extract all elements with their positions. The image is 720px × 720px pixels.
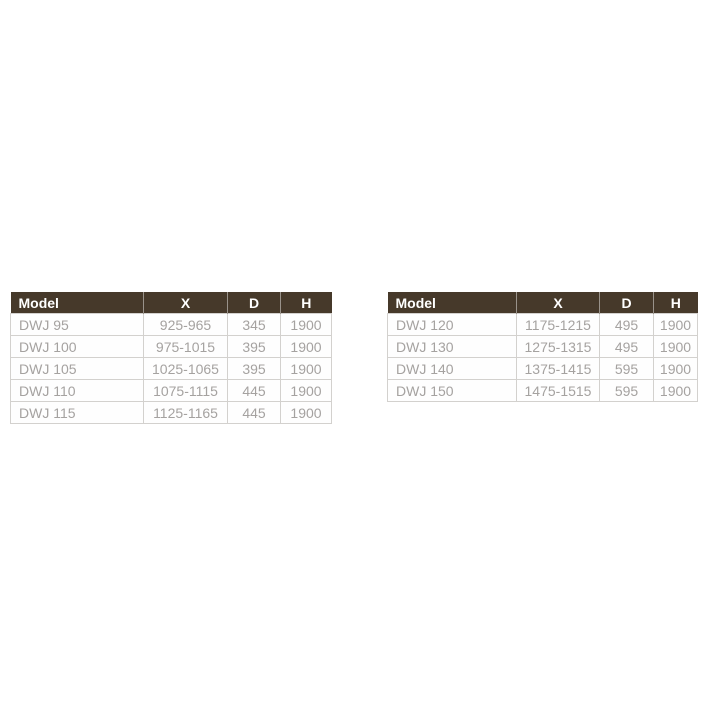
table-row: DWJ 110 1075-1115 445 1900	[10, 379, 332, 402]
cell-model: DWJ 100	[10, 335, 144, 358]
cell-model: DWJ 120	[387, 313, 517, 336]
cell-model: DWJ 105	[10, 357, 144, 380]
cell-model: DWJ 130	[387, 335, 517, 358]
table-row: DWJ 105 1025-1065 395 1900	[10, 357, 332, 380]
cell-x: 975-1015	[143, 335, 228, 358]
table-row: DWJ 130 1275-1315 495 1900	[387, 335, 698, 358]
table-header-row: Model X D H	[10, 292, 332, 314]
table-header-row: Model X D H	[387, 292, 698, 314]
header-model: Model	[10, 292, 144, 314]
cell-h: 1900	[653, 335, 698, 358]
header-h: H	[653, 292, 698, 314]
cell-h: 1900	[653, 313, 698, 336]
header-model: Model	[387, 292, 517, 314]
cell-h: 1900	[280, 335, 332, 358]
cell-model: DWJ 95	[10, 313, 144, 336]
cell-model: DWJ 150	[387, 379, 517, 402]
table-row: DWJ 140 1375-1415 595 1900	[387, 357, 698, 380]
spec-table-left: Model X D H DWJ 95 925-965 345 1900 DWJ …	[10, 292, 332, 424]
header-x: X	[516, 292, 600, 314]
cell-h: 1900	[653, 357, 698, 380]
header-d: D	[599, 292, 654, 314]
cell-h: 1900	[280, 379, 332, 402]
spec-table-right: Model X D H DWJ 120 1175-1215 495 1900 D…	[387, 292, 698, 402]
cell-d: 445	[227, 379, 281, 402]
cell-model: DWJ 110	[10, 379, 144, 402]
cell-h: 1900	[280, 401, 332, 424]
cell-x: 1125-1165	[143, 401, 228, 424]
table-row: DWJ 120 1175-1215 495 1900	[387, 313, 698, 336]
cell-h: 1900	[280, 357, 332, 380]
header-x: X	[143, 292, 228, 314]
cell-x: 1025-1065	[143, 357, 228, 380]
cell-model: DWJ 140	[387, 357, 517, 380]
cell-d: 595	[599, 379, 654, 402]
cell-x: 925-965	[143, 313, 228, 336]
cell-x: 1075-1115	[143, 379, 228, 402]
cell-d: 445	[227, 401, 281, 424]
table-row: DWJ 150 1475-1515 595 1900	[387, 379, 698, 402]
cell-d: 345	[227, 313, 281, 336]
cell-d: 595	[599, 357, 654, 380]
cell-h: 1900	[653, 379, 698, 402]
cell-d: 395	[227, 335, 281, 358]
cell-d: 495	[599, 313, 654, 336]
cell-h: 1900	[280, 313, 332, 336]
cell-x: 1475-1515	[516, 379, 600, 402]
table-row: DWJ 100 975-1015 395 1900	[10, 335, 332, 358]
cell-x: 1175-1215	[516, 313, 600, 336]
cell-x: 1375-1415	[516, 357, 600, 380]
cell-d: 395	[227, 357, 281, 380]
cell-model: DWJ 115	[10, 401, 144, 424]
table-row: DWJ 115 1125-1165 445 1900	[10, 401, 332, 424]
header-h: H	[280, 292, 332, 314]
cell-x: 1275-1315	[516, 335, 600, 358]
table-row: DWJ 95 925-965 345 1900	[10, 313, 332, 336]
cell-d: 495	[599, 335, 654, 358]
header-d: D	[227, 292, 281, 314]
